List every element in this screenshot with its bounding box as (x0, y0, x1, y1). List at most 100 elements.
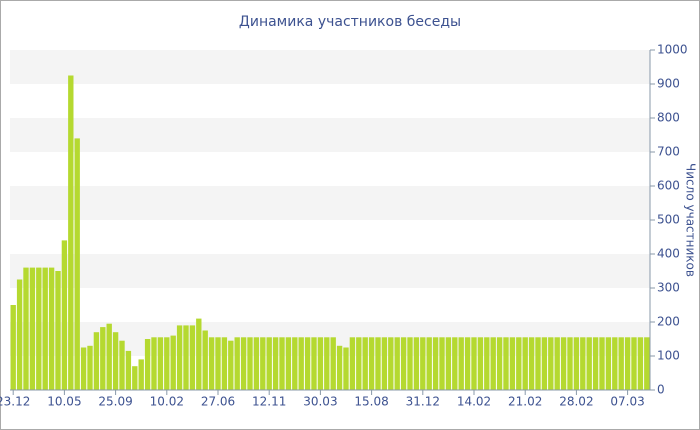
bar (554, 337, 560, 390)
bar (87, 345, 93, 390)
bar (74, 138, 80, 390)
bar (68, 75, 74, 390)
bar (388, 337, 394, 390)
bar (260, 337, 266, 390)
y-tick-label: 100 (657, 349, 680, 363)
x-tick-label: 27.06 (201, 395, 235, 409)
grid-band (10, 186, 650, 220)
bar (144, 339, 151, 390)
x-tick-label: 10.05 (47, 395, 81, 409)
bar (535, 337, 541, 390)
bar (362, 337, 368, 390)
bar (484, 337, 490, 390)
bar (240, 337, 247, 390)
bar (637, 337, 644, 390)
bar (106, 323, 112, 390)
x-tick-label: 23.12 (0, 395, 30, 409)
bar (400, 337, 407, 390)
bar (221, 337, 228, 390)
bar (464, 337, 471, 390)
bar (157, 337, 164, 390)
bar (548, 337, 554, 390)
y-axis-label: Число участников (684, 163, 698, 277)
bar (151, 337, 157, 390)
bar (48, 267, 55, 390)
x-tick-label: 12.11 (252, 395, 286, 409)
bar (522, 337, 528, 390)
bar (16, 279, 23, 390)
bar (490, 337, 496, 390)
y-tick-label: 500 (657, 213, 680, 227)
bar (580, 337, 586, 390)
bar (100, 327, 106, 390)
bar (452, 337, 458, 390)
bar (618, 337, 624, 390)
y-tick-label: 0 (657, 383, 665, 397)
bar (298, 337, 304, 390)
bar (567, 337, 573, 390)
y-tick-label: 400 (657, 247, 680, 261)
bar (631, 337, 637, 390)
bar (311, 337, 317, 390)
bar (183, 325, 189, 390)
bar (586, 337, 592, 390)
bar (343, 347, 349, 390)
bar (599, 337, 605, 390)
bar (368, 337, 375, 390)
y-tick-label: 300 (657, 281, 680, 295)
bar (528, 337, 535, 390)
y-tick-label: 900 (657, 77, 680, 91)
bar (279, 337, 285, 390)
bar (170, 335, 176, 390)
x-tick-label: 30.03 (303, 395, 337, 409)
bar (477, 337, 484, 390)
bar (317, 337, 324, 390)
bar (285, 337, 292, 390)
x-tick-label: 31.12 (406, 395, 440, 409)
bar (330, 337, 336, 390)
bar (164, 337, 170, 390)
bar (253, 337, 260, 390)
bar (324, 337, 330, 390)
x-tick-label: 25.09 (98, 395, 132, 409)
bar (381, 337, 388, 390)
grid-band (10, 322, 650, 356)
bar (10, 305, 16, 390)
grid-band (10, 118, 650, 152)
bar (605, 337, 612, 390)
x-tick-label: 15.08 (354, 395, 388, 409)
bar (439, 337, 445, 390)
bar (272, 337, 279, 390)
bar (503, 337, 509, 390)
bar (23, 267, 29, 390)
bar (432, 337, 439, 390)
grid-band (10, 254, 650, 288)
bar (292, 337, 298, 390)
bar (644, 337, 650, 390)
bar (176, 325, 183, 390)
bar (612, 337, 618, 390)
y-tick-label: 1000 (657, 43, 688, 57)
bar (413, 337, 420, 390)
y-tick-label: 600 (657, 179, 680, 193)
bar (202, 330, 208, 390)
bar (407, 337, 413, 390)
bar (112, 332, 119, 390)
bar (29, 267, 36, 390)
bar (93, 332, 100, 390)
bar (215, 337, 221, 390)
bar (119, 340, 125, 390)
bar (61, 240, 68, 390)
bar (189, 325, 196, 390)
bar (420, 337, 426, 390)
bar (304, 337, 311, 390)
bar (426, 337, 432, 390)
bar (496, 337, 503, 390)
bar (336, 345, 343, 390)
bar (375, 337, 381, 390)
grid-band (10, 50, 650, 84)
bar (509, 337, 516, 390)
bar (208, 337, 215, 390)
bar (445, 337, 452, 390)
